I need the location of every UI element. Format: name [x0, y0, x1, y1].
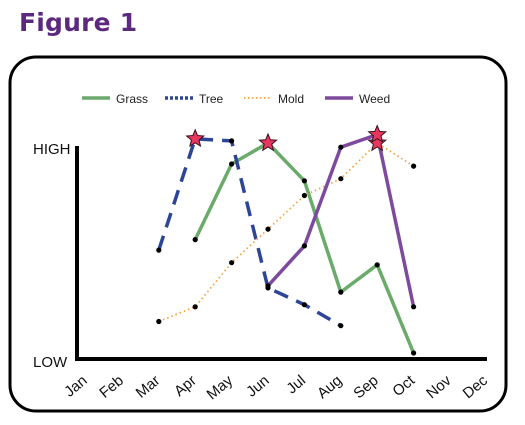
data-point-weed: [301, 243, 307, 249]
peak-star-mold: [367, 132, 388, 152]
y-label-high: HIGH: [33, 141, 71, 158]
points-layer: [156, 138, 417, 356]
data-point-weed: [265, 283, 271, 289]
series-line-tree: [157, 137, 342, 328]
data-point-grass: [411, 350, 417, 356]
figure-title: Figure 1: [19, 8, 138, 37]
y-label-low: LOW: [33, 354, 68, 371]
peak-star-grass: [258, 132, 278, 152]
chart-frame: [8, 55, 508, 413]
peak-star-tree: [185, 128, 206, 148]
data-point-mold: [411, 163, 417, 169]
data-point-mold: [338, 176, 344, 182]
data-point-grass: [338, 289, 344, 295]
data-point-mold: [156, 318, 162, 325]
data-point-mold: [265, 226, 271, 232]
data-point-weed: [411, 304, 417, 310]
data-point-mold: [301, 192, 307, 199]
data-point-tree: [229, 138, 235, 144]
legend-label-mold: Mold: [278, 92, 304, 106]
data-point-grass: [229, 161, 235, 167]
data-point-grass: [301, 178, 307, 184]
data-point-mold: [229, 260, 235, 266]
legend-label-tree: Tree: [199, 92, 224, 106]
legend-label-grass: Grass: [116, 92, 148, 106]
data-point-grass: [192, 237, 198, 243]
data-point-mold: [192, 304, 198, 310]
data-point-tree: [156, 247, 162, 253]
data-point-grass: [374, 262, 380, 268]
data-point-tree: [301, 302, 307, 308]
peak-star-weed: [367, 124, 388, 143]
data-point-weed: [338, 144, 344, 150]
peak-stars: [185, 124, 388, 152]
legend: Grass Tree Mold Weed: [82, 92, 390, 106]
data-point-tree: [338, 323, 344, 329]
legend-label-weed: Weed: [359, 92, 390, 106]
